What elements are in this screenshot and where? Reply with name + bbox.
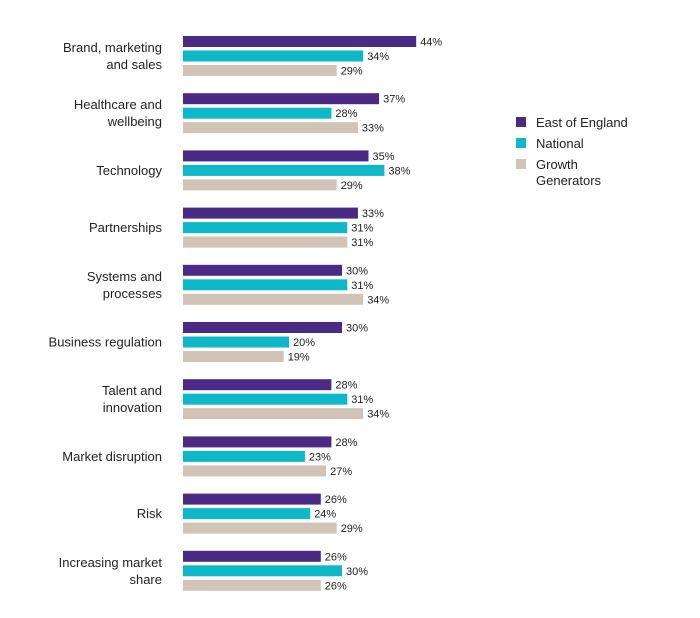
legend-label: Growth	[536, 157, 578, 172]
bar-east-of-england-6	[183, 379, 332, 391]
data-label: 37%	[383, 94, 405, 106]
bar-national-1	[183, 107, 332, 119]
data-label: 34%	[367, 51, 389, 63]
data-label: 30%	[346, 323, 368, 335]
bar-east-of-england-7	[183, 436, 332, 448]
bar-east-of-england-2	[183, 150, 369, 162]
data-label: 31%	[351, 237, 373, 249]
bar-east-of-england-0	[183, 36, 417, 47]
bar-east-of-england-5	[183, 322, 342, 333]
bar-national-4	[183, 279, 348, 291]
legend-swatch-national	[516, 138, 526, 148]
data-label: 44%	[420, 37, 442, 49]
bar-national-7	[183, 450, 305, 462]
data-label: 31%	[351, 223, 373, 235]
category-label: processes	[103, 286, 163, 301]
bar-growth-generators-1	[183, 122, 358, 134]
bar-national-6	[183, 393, 348, 405]
category-label: Systems and	[87, 269, 162, 284]
data-label: 29%	[341, 523, 363, 535]
category-label: Technology	[96, 163, 162, 178]
category-label: Partnerships	[89, 220, 162, 235]
category-label: Healthcare and	[74, 97, 162, 112]
bar-east-of-england-9	[183, 550, 321, 562]
bar-east-of-england-3	[183, 207, 358, 219]
data-label: 28%	[335, 108, 357, 120]
data-label: 34%	[367, 409, 389, 421]
data-label: 35%	[373, 151, 395, 163]
data-label: 27%	[330, 466, 352, 478]
bar-national-0	[183, 50, 364, 62]
category-label: Brand, marketing	[63, 40, 162, 55]
legend-swatch-growth-generators	[516, 159, 526, 169]
bar-growth-generators-4	[183, 293, 364, 305]
category-label: wellbeing	[107, 114, 162, 129]
data-label: 26%	[325, 494, 347, 506]
bar-east-of-england-4	[183, 264, 342, 276]
bar-growth-generators-3	[183, 236, 348, 248]
bar-national-2	[183, 164, 385, 176]
bar-east-of-england-8	[183, 493, 321, 505]
data-label: 30%	[346, 566, 368, 578]
data-label: 31%	[351, 394, 373, 406]
data-label: 29%	[341, 180, 363, 192]
category-label: share	[129, 572, 162, 587]
category-label: Risk	[137, 506, 163, 521]
data-label: 24%	[314, 509, 336, 521]
legend-swatch-east-of-england	[516, 117, 526, 127]
bar-growth-generators-5	[183, 351, 284, 362]
bar-growth-generators-2	[183, 179, 337, 191]
category-label: Increasing market	[59, 555, 163, 570]
category-label: and sales	[106, 57, 162, 72]
data-label: 28%	[335, 380, 357, 392]
bar-growth-generators-9	[183, 579, 321, 591]
data-label: 29%	[341, 66, 363, 78]
category-label: Talent and	[102, 383, 162, 398]
bar-national-8	[183, 508, 311, 520]
data-label: 26%	[325, 551, 347, 563]
category-labels: Brand, marketing and sales Healthcare and w…	[49, 40, 163, 587]
bar-national-9	[183, 565, 342, 577]
data-label: 33%	[362, 123, 384, 135]
legend-label: Generators	[536, 173, 602, 188]
data-label: 33%	[362, 208, 384, 220]
data-label: 34%	[367, 294, 389, 306]
data-label: 31%	[351, 280, 373, 292]
category-label: innovation	[103, 400, 162, 415]
bar-growth-generators-8	[183, 522, 337, 534]
legend-label: East of England	[536, 115, 628, 130]
data-label: 28%	[335, 437, 357, 449]
bar-east-of-england-1	[183, 93, 380, 105]
data-label: 26%	[325, 580, 347, 592]
category-label: Business regulation	[49, 335, 162, 350]
data-label: 19%	[288, 352, 310, 364]
bar-national-5	[183, 336, 289, 348]
data-label: 38%	[388, 165, 410, 177]
bar-growth-generators-6	[183, 408, 364, 420]
data-label: 20%	[293, 337, 315, 349]
category-label: Market disruption	[62, 449, 162, 464]
bar-national-3	[183, 222, 348, 234]
legend-label: National	[536, 136, 584, 151]
data-label: 30%	[346, 265, 368, 277]
bar-growth-generators-7	[183, 465, 327, 477]
bar-growth-generators-0	[183, 65, 337, 76]
data-label: 23%	[309, 451, 331, 463]
bars-group: 44% 34% 29% 37% 28% 33% 35% 38% 29% 33% 31% 31% 30% 3…	[183, 36, 442, 592]
